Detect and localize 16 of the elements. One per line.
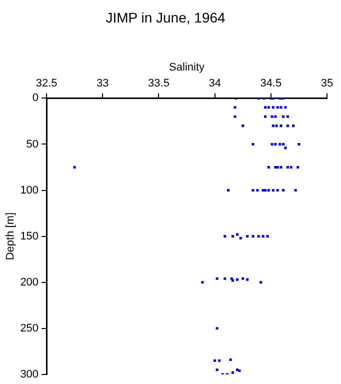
x-tick-label: 34.5 [260,78,282,90]
x-tick-label: 34 [208,78,221,90]
y-tick-label: 300 [20,368,39,380]
x-tick-label: 33.5 [148,78,170,90]
chart-title: JIMP in June, 1964 [106,9,226,26]
x-tick-label: 33 [96,78,109,90]
y-tick-label: 100 [20,184,39,196]
y-tick-label: 250 [20,322,39,334]
y-tick-label: 50 [26,138,39,150]
y-tick-label: 200 [20,276,39,288]
x-axis-title: Salinity [169,61,205,74]
x-tick-label: 32.5 [36,78,58,90]
y-axis-title: Depth [m] [4,212,17,260]
x-tick-label: 35 [320,78,334,90]
y-tick-label: 0 [32,92,39,104]
y-tick-label: 150 [20,230,39,242]
